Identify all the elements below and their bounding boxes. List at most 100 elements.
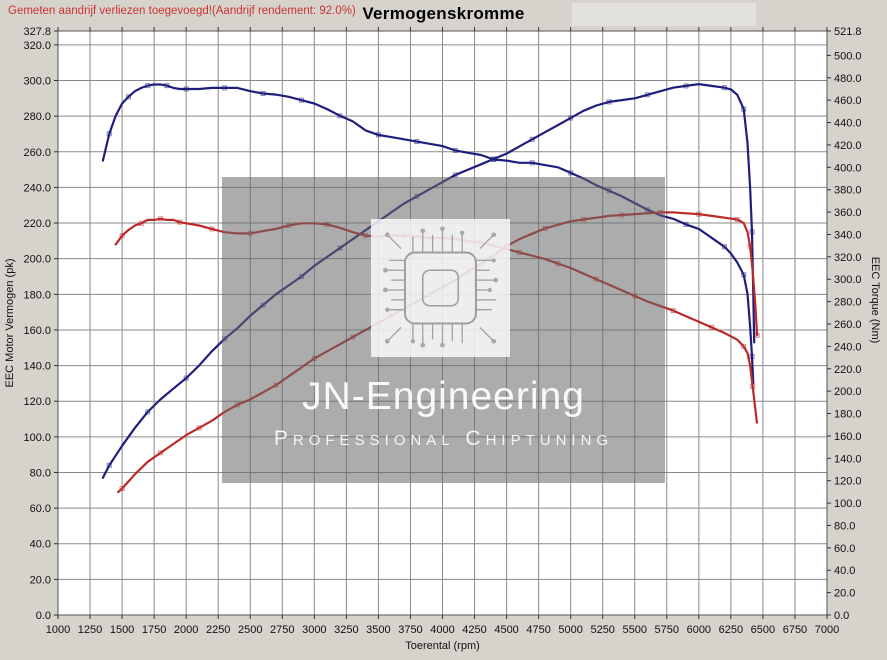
- left-axis-tick-label: 180.0: [23, 289, 51, 301]
- series-stock-torque-marker: [119, 233, 125, 239]
- left-axis-tick-label: 40.0: [30, 539, 51, 551]
- left-axis-tick-label: 300.0: [23, 76, 51, 88]
- x-axis-tick-label: 4250: [462, 624, 486, 636]
- right-axis-tick-label: 20.0: [834, 588, 855, 600]
- left-axis-tick-label: 240.0: [23, 182, 51, 194]
- series-tuned-power-marker: [529, 136, 535, 142]
- series-stock-torque-marker: [138, 220, 144, 226]
- series-tuned-torque-marker: [299, 97, 305, 103]
- right-axis-tick-label: 320.0: [834, 252, 862, 264]
- series-tuned-power-marker: [721, 85, 727, 91]
- series-stock-torque-marker: [709, 324, 715, 330]
- right-axis-title: EEC Torque (Nm): [869, 257, 881, 344]
- chart-title: Vermogenskromme: [362, 4, 525, 23]
- right-axis-tick-label: 100.0: [834, 498, 862, 510]
- x-axis-tick-label: 3250: [334, 624, 358, 636]
- right-axis-tick-label: 160.0: [834, 431, 862, 443]
- x-axis-tick-label: 3750: [398, 624, 422, 636]
- series-tuned-power-marker: [183, 375, 189, 381]
- right-axis-tick-label: 521.8: [834, 26, 862, 38]
- series-stock-power-marker: [119, 486, 125, 492]
- left-axis-tick-label: 80.0: [30, 467, 51, 479]
- right-axis-tick-label: 400.0: [834, 162, 862, 174]
- series-tuned-torque-marker: [749, 353, 755, 359]
- series-tuned-power-marker: [606, 99, 612, 105]
- x-axis-tick-label: 3000: [302, 624, 326, 636]
- x-axis-tick-label: 5500: [623, 624, 647, 636]
- left-axis-tick-label: 200.0: [23, 254, 51, 266]
- series-stock-torque-marker: [750, 384, 756, 390]
- left-axis-title: EEC Motor Vermogen (pk): [4, 259, 16, 388]
- x-axis-tick-label: 2750: [270, 624, 294, 636]
- series-tuned-power-line: [101, 82, 756, 479]
- x-axis-tick-label: 1500: [110, 624, 134, 636]
- left-axis-tick-label: 160.0: [23, 325, 51, 337]
- x-axis-tick-label: 2000: [174, 624, 198, 636]
- x-axis-tick-label: 3500: [366, 624, 390, 636]
- series-tuned-torque-marker: [568, 170, 574, 176]
- series-stock-power-marker: [158, 450, 164, 456]
- x-axis-tick-label: 1000: [46, 624, 70, 636]
- right-axis-tick-label: 260.0: [834, 319, 862, 331]
- series-tuned-torque-marker: [529, 160, 535, 166]
- right-axis-tick-label: 220.0: [834, 364, 862, 376]
- series-tuned-torque-marker: [683, 221, 689, 227]
- x-axis-tick-label: 2250: [206, 624, 230, 636]
- series-tuned-torque-marker: [452, 148, 458, 154]
- right-axis-tick-label: 240.0: [834, 341, 862, 353]
- x-axis-tick-label: 5000: [558, 624, 582, 636]
- series-tuned-torque-marker: [337, 113, 343, 119]
- series-stock-torque-marker: [741, 343, 747, 349]
- x-axis-tick-label: 2500: [238, 624, 262, 636]
- drivetrain-loss-note: Gemeten aandrijf verliezen toegevoegd!(A…: [8, 5, 356, 17]
- x-axis-tick-label: 5250: [590, 624, 614, 636]
- right-axis-tick-label: 460.0: [834, 95, 862, 107]
- series-tuned-torque-marker: [183, 86, 189, 92]
- right-axis-tick-label: 280.0: [834, 297, 862, 309]
- series-stock-torque-marker: [158, 216, 164, 222]
- x-axis-tick-label: 6250: [719, 624, 743, 636]
- series-tuned-power-marker: [491, 156, 497, 162]
- right-axis-tick-label: 360.0: [834, 207, 862, 219]
- series-tuned-torque-marker: [106, 131, 112, 137]
- series-tuned-torque-marker: [375, 132, 381, 138]
- left-axis-tick-label: 320.0: [23, 40, 51, 52]
- series-tuned-power-marker: [741, 106, 747, 112]
- series-stock-power-marker: [747, 243, 753, 249]
- right-axis-tick-label: 340.0: [834, 229, 862, 241]
- left-axis-tick-label: 260.0: [23, 147, 51, 159]
- left-axis-tick-label: 0.0: [36, 610, 51, 622]
- x-axis-tick-label: 6000: [687, 624, 711, 636]
- series-tuned-torque-marker: [125, 94, 131, 100]
- right-axis-tick-label: 200.0: [834, 386, 862, 398]
- series-tuned-power-marker: [568, 115, 574, 121]
- x-axis-tick-label: 4750: [526, 624, 550, 636]
- series-tuned-torque-marker: [414, 139, 420, 145]
- series-stock-power-marker: [754, 332, 760, 338]
- series-stock-power-marker: [734, 216, 740, 222]
- series-tuned-torque-marker: [260, 90, 266, 96]
- series-stock-torque-marker: [177, 219, 183, 225]
- right-axis-tick-label: 480.0: [834, 73, 862, 85]
- series-tuned-power-marker: [683, 83, 689, 89]
- right-axis-tick-label: 120.0: [834, 476, 862, 488]
- x-axis-tick-label: 1250: [78, 624, 102, 636]
- series-tuned-torque-marker: [164, 83, 170, 89]
- x-axis-tick-label: 5750: [655, 624, 679, 636]
- x-axis-tick-label: 6500: [751, 624, 775, 636]
- series-stock-power-marker: [196, 425, 202, 431]
- x-axis-tick-label: 1750: [142, 624, 166, 636]
- x-axis-tick-label: 4000: [430, 624, 454, 636]
- left-axis-tick-label: 60.0: [30, 503, 51, 515]
- right-axis-tick-label: 300.0: [834, 274, 862, 286]
- x-axis-tick-label: 4500: [494, 624, 518, 636]
- left-axis-tick-label: 220.0: [23, 218, 51, 230]
- series-tuned-power-marker: [452, 172, 458, 178]
- left-axis-tick-label: 327.8: [23, 26, 51, 38]
- right-axis-tick-label: 380.0: [834, 185, 862, 197]
- series-tuned-torque-marker: [721, 244, 727, 250]
- top-right-panel: [572, 3, 756, 26]
- x-axis-tick-label: 6750: [783, 624, 807, 636]
- x-axis-title: Toerental (rpm): [405, 640, 480, 652]
